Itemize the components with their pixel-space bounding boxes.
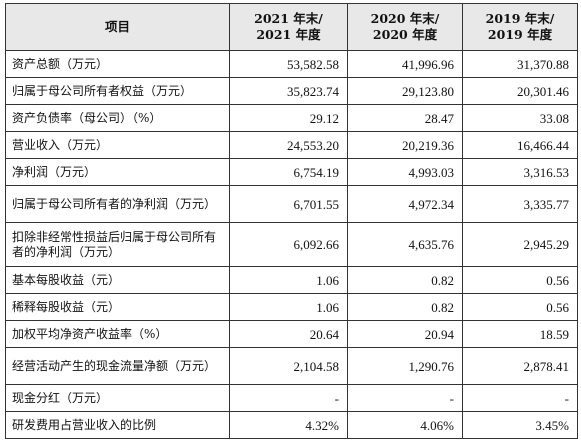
cell-2020: 1,290.76 xyxy=(347,347,463,385)
cell-2020: 29,123.80 xyxy=(347,77,463,105)
header-2019-line2: 2019 年度 xyxy=(487,27,553,42)
row-label: 经营活动产生的现金流量净额（万元） xyxy=(5,347,230,385)
cell-2021: 24,553.20 xyxy=(229,131,348,159)
cell-2020: 0.82 xyxy=(347,293,463,321)
header-2020-line2: 2020 年度 xyxy=(372,27,438,42)
cell-2020: 41,996.96 xyxy=(347,50,463,78)
table-row: 现金分红（万元） - - - xyxy=(5,384,578,412)
cell-2020: 4.06% xyxy=(347,411,463,439)
cell-2021: 1.06 xyxy=(229,293,348,321)
row-label: 净利润（万元） xyxy=(5,158,230,186)
cell-2019: 0.56 xyxy=(462,266,578,294)
cell-2021: 1.06 xyxy=(229,266,348,294)
cell-2019: - xyxy=(462,384,578,412)
cell-2021: 2,104.58 xyxy=(229,347,348,385)
row-label: 现金分红（万元） xyxy=(5,384,230,412)
cell-2021: - xyxy=(229,384,348,412)
cell-2020: 28.47 xyxy=(347,104,463,132)
cell-2019: 20,301.46 xyxy=(462,77,578,105)
cell-2019: 33.08 xyxy=(462,104,578,132)
cell-2021: 6,701.55 xyxy=(229,185,348,223)
header-2020: 2020 年末/ 2020 年度 xyxy=(347,3,463,51)
cell-2019: 2,878.41 xyxy=(462,347,578,385)
cell-2019: 0.56 xyxy=(462,293,578,321)
cell-2020: - xyxy=(347,384,463,412)
financial-indicators-table: 项目 2021 年末/ 2021 年度 2020 年末/ 2020 年度 201… xyxy=(5,3,578,439)
cell-2019: 18.59 xyxy=(462,320,578,348)
cell-2019: 31,370.88 xyxy=(462,50,578,78)
table-header: 项目 2021 年末/ 2021 年度 2020 年末/ 2020 年度 201… xyxy=(5,3,578,51)
cell-2021: 4.32% xyxy=(229,411,348,439)
table-row: 归属于母公司所有者的净利润（万元） 6,701.55 4,972.34 3,33… xyxy=(5,185,578,223)
header-2021-line2: 2021 年度 xyxy=(256,27,321,42)
row-label: 研发费用占营业收入的比例 xyxy=(5,411,230,439)
table-row: 营业收入（万元） 24,553.20 20,219.36 16,466.44 xyxy=(5,131,578,159)
row-label: 归属于母公司所有者权益（万元） xyxy=(5,77,230,105)
row-label: 资产总额（万元） xyxy=(5,50,230,78)
table-row: 归属于母公司所有者权益（万元） 35,823.74 29,123.80 20,3… xyxy=(5,77,578,105)
cell-2021: 29.12 xyxy=(229,104,348,132)
table-row: 研发费用占营业收入的比例 4.32% 4.06% 3.45% xyxy=(5,411,578,439)
cell-2021: 6,754.19 xyxy=(229,158,348,186)
cell-2020: 4,635.76 xyxy=(347,222,463,267)
header-row: 项目 2021 年末/ 2021 年度 2020 年末/ 2020 年度 201… xyxy=(5,3,578,51)
cell-2021: 20.64 xyxy=(229,320,348,348)
row-label: 营业收入（万元） xyxy=(5,131,230,159)
cell-2019: 16,466.44 xyxy=(462,131,578,159)
table-row: 资产总额（万元） 53,582.58 41,996.96 31,370.88 xyxy=(5,50,578,78)
row-label: 稀释每股收益（元） xyxy=(5,293,230,321)
cell-2019: 2,945.29 xyxy=(462,222,578,267)
cell-2021: 6,092.66 xyxy=(229,222,348,267)
table-row: 加权平均净资产收益率（%） 20.64 20.94 18.59 xyxy=(5,320,578,348)
cell-2021: 53,582.58 xyxy=(229,50,348,78)
header-2021-line1: 2021 年末/ xyxy=(254,11,323,26)
table-row: 稀释每股收益（元） 1.06 0.82 0.56 xyxy=(5,293,578,321)
header-item: 项目 xyxy=(5,3,230,51)
cell-2020: 20.94 xyxy=(347,320,463,348)
table-row: 基本每股收益（元） 1.06 0.82 0.56 xyxy=(5,266,578,294)
header-2019-line1: 2019 年末/ xyxy=(485,11,555,26)
cell-2020: 4,993.03 xyxy=(347,158,463,186)
header-2020-line1: 2020 年末/ xyxy=(370,11,440,26)
table-row: 经营活动产生的现金流量净额（万元） 2,104.58 1,290.76 2,87… xyxy=(5,347,578,385)
cell-2019: 3.45% xyxy=(462,411,578,439)
cell-2019: 3,316.53 xyxy=(462,158,578,186)
row-label: 基本每股收益（元） xyxy=(5,266,230,294)
row-label: 归属于母公司所有者的净利润（万元） xyxy=(5,185,230,223)
table-row: 净利润（万元） 6,754.19 4,993.03 3,316.53 xyxy=(5,158,578,186)
row-label: 扣除非经常性损益后归属于母公司所有者的净利润（万元） xyxy=(5,222,230,267)
cell-2020: 0.82 xyxy=(347,266,463,294)
cell-2020: 20,219.36 xyxy=(347,131,463,159)
row-label: 加权平均净资产收益率（%） xyxy=(5,320,230,348)
table-row: 资产负债率（母公司）（%） 29.12 28.47 33.08 xyxy=(5,104,578,132)
table-body: 资产总额（万元） 53,582.58 41,996.96 31,370.88 归… xyxy=(5,50,578,439)
cell-2019: 3,335.77 xyxy=(462,185,578,223)
header-2019: 2019 年末/ 2019 年度 xyxy=(462,3,578,51)
table-row: 扣除非经常性损益后归属于母公司所有者的净利润（万元） 6,092.66 4,63… xyxy=(5,222,578,267)
cell-2020: 4,972.34 xyxy=(347,185,463,223)
row-label: 资产负债率（母公司）（%） xyxy=(5,104,230,132)
cell-2021: 35,823.74 xyxy=(229,77,348,105)
header-2021: 2021 年末/ 2021 年度 xyxy=(229,3,348,51)
